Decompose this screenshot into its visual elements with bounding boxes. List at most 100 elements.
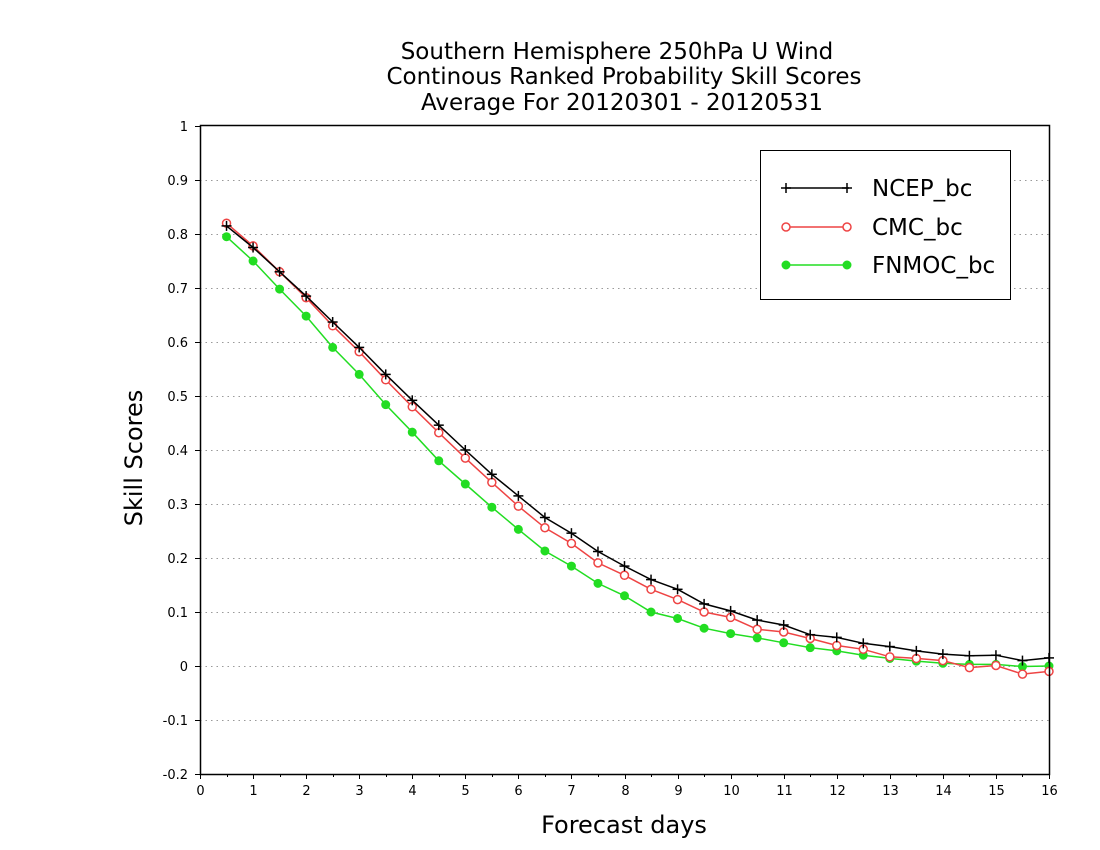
data-point <box>964 650 975 661</box>
y-tick-label: 0.5 <box>167 390 188 405</box>
y-tick-label: 0.4 <box>167 444 188 459</box>
data-point <box>566 561 576 571</box>
data-point <box>380 369 391 380</box>
series-line <box>225 236 1050 668</box>
x-tick-label: 12 <box>829 784 846 799</box>
legend-marker <box>842 183 852 193</box>
data-point <box>672 584 683 595</box>
data-point <box>858 638 869 649</box>
legend: NCEP_bc CMC_bc FNMOC_bc <box>760 150 1011 300</box>
y-tick-label: 0.9 <box>167 174 188 189</box>
data-point <box>275 284 285 294</box>
data-point <box>699 598 710 609</box>
data-point <box>248 256 258 266</box>
data-point <box>593 578 603 588</box>
data-point <box>274 266 285 277</box>
data-point <box>752 633 762 643</box>
data-point <box>460 453 471 463</box>
legend-item-ncep-bc: NCEP_bc <box>781 176 972 202</box>
data-point <box>593 558 603 568</box>
data-point <box>381 400 391 410</box>
data-point <box>221 220 232 231</box>
data-point <box>726 629 736 639</box>
x-tick-label: 5 <box>461 784 469 799</box>
series-ncep-bc <box>221 220 1054 666</box>
data-point <box>460 479 470 489</box>
data-point <box>937 649 948 660</box>
data-point <box>805 643 815 653</box>
data-point <box>620 591 629 601</box>
y-tick-label: 1 <box>180 120 188 135</box>
y-axis-title: Skill Scores <box>120 390 148 527</box>
x-tick-label: 9 <box>674 784 682 799</box>
x-tick-label: 4 <box>408 784 416 799</box>
data-point <box>222 232 232 242</box>
data-point <box>699 623 709 633</box>
data-point <box>646 584 656 595</box>
y-tick-label: 0.8 <box>167 228 188 243</box>
data-point <box>672 594 683 605</box>
legend-box <box>760 150 1011 300</box>
y-tick-label: -0.1 <box>163 714 188 729</box>
x-tick-label: 10 <box>723 784 740 799</box>
title-line-2: Continous Ranked Probability Skill Score… <box>386 64 861 90</box>
data-point <box>539 512 550 523</box>
x-tick-label: 15 <box>988 784 1005 799</box>
data-point <box>487 502 497 512</box>
plot-frame <box>199 124 1051 776</box>
data-point <box>778 619 789 630</box>
y-tick-label: 0 <box>180 660 188 675</box>
data-point <box>673 613 683 623</box>
data-point <box>566 528 577 539</box>
data-point <box>805 629 816 640</box>
x-tick-label: 7 <box>567 784 575 799</box>
data-point <box>831 632 842 643</box>
x-tick-label: 1 <box>249 784 257 799</box>
data-point <box>566 538 577 549</box>
x-tick-label: 8 <box>621 784 629 799</box>
data-point <box>592 546 603 557</box>
x-axis-title: Forecast days <box>541 811 707 839</box>
data-point <box>885 652 895 662</box>
chart-title: Southern Hemisphere 250hPa U Wind Contin… <box>386 39 861 116</box>
x-tick-label: 2 <box>302 784 310 799</box>
data-point <box>832 640 842 651</box>
legend-marker <box>781 260 791 270</box>
data-point <box>486 469 497 480</box>
grid <box>200 180 1049 721</box>
data-point <box>327 317 338 328</box>
data-point <box>433 420 444 431</box>
x-tick-label: 3 <box>355 784 363 799</box>
data-point <box>460 445 471 455</box>
data-point <box>911 645 922 656</box>
data-point <box>354 369 364 379</box>
data-point <box>487 477 497 488</box>
x-tick-label: 11 <box>776 784 793 799</box>
data-point <box>540 546 550 556</box>
y-tick-label: 0.6 <box>167 336 188 351</box>
data-point <box>513 524 523 534</box>
data-point <box>434 456 444 466</box>
legend-label: NCEP_bc <box>872 176 972 202</box>
x-tick-label: 16 <box>1041 784 1058 799</box>
title-line-1: Southern Hemisphere 250hPa U Wind <box>401 39 834 65</box>
data-point <box>301 291 312 302</box>
data-point <box>990 650 1001 661</box>
x-tick-label: 0 <box>196 784 204 799</box>
data-point <box>1017 655 1028 666</box>
data-point <box>513 490 524 501</box>
data-point <box>699 607 709 617</box>
y-tick-label: 0.2 <box>167 552 188 567</box>
data-point <box>884 641 895 652</box>
x-tick-label: 14 <box>935 784 952 799</box>
legend-marker <box>781 183 791 193</box>
title-line-3: Average For 20120301 - 20120531 <box>421 90 823 116</box>
axes: 10.90.80.70.60.50.40.30.20.10-0.1-0.20 1 2… <box>163 120 1058 799</box>
y-tick-label: 0.3 <box>167 498 188 513</box>
y-tick-label: -0.2 <box>163 768 188 783</box>
data-point <box>1017 669 1028 679</box>
legend-marker <box>842 260 852 270</box>
data-point <box>248 242 259 253</box>
x-tick-label: 13 <box>882 784 899 799</box>
